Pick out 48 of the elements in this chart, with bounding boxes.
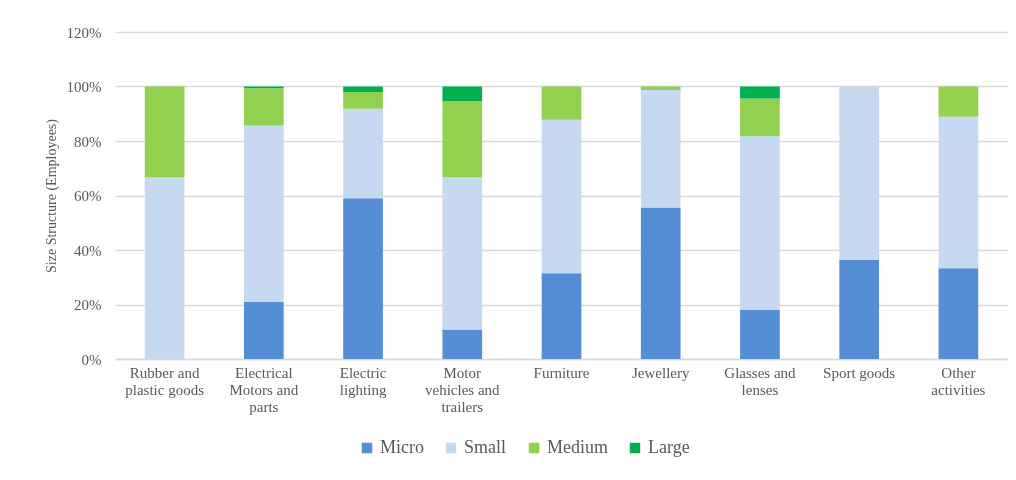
y-tick-label: 120%	[66, 24, 102, 41]
bar	[740, 309, 780, 359]
bar	[740, 136, 780, 310]
bar	[740, 86, 780, 99]
bar	[144, 177, 185, 359]
bar	[938, 86, 979, 117]
bar	[343, 91, 383, 109]
bar	[640, 90, 681, 208]
x-tick-label: Electric lighting	[339, 364, 387, 398]
bar	[343, 108, 383, 199]
bar	[442, 86, 483, 102]
y-tick-label: 0%	[81, 351, 102, 368]
legend-label: Micro	[380, 437, 424, 457]
legend-label: Small	[464, 437, 507, 457]
y-tick-label: 20%	[74, 297, 102, 313]
x-tick-label: Motor vehicles and trailers	[425, 364, 501, 415]
y-tick-label: 100%	[66, 79, 102, 95]
y-tick-label: 80%	[74, 133, 102, 150]
bar	[243, 88, 284, 126]
bar	[343, 86, 383, 92]
bar	[839, 259, 880, 359]
x-tick-label: Electrical Motors and parts	[229, 364, 299, 415]
bar	[541, 119, 582, 274]
y-tick-label: 40%	[74, 242, 102, 259]
bar	[442, 329, 483, 359]
y-tick-label: 60%	[74, 188, 102, 204]
legend-label: Medium	[547, 437, 608, 457]
y-axis-title: Size Structure (Employees)	[43, 118, 60, 273]
bar	[541, 86, 582, 120]
bar	[740, 98, 780, 137]
bar	[640, 207, 681, 359]
bar	[938, 116, 979, 269]
bar	[144, 86, 185, 178]
bar	[938, 268, 979, 359]
x-tick-label: Rubber and plastic goods	[125, 364, 205, 398]
bar	[442, 101, 483, 178]
x-tick-label: Other activities	[931, 364, 986, 398]
bar	[839, 86, 880, 260]
bar	[243, 301, 284, 359]
bar	[541, 273, 582, 359]
x-tick-label: Jewellery	[631, 364, 690, 381]
bar	[442, 177, 483, 330]
x-tick-label: Glasses and lenses	[724, 364, 797, 398]
x-tick-label: Sport goods	[823, 364, 896, 381]
bar	[343, 198, 383, 359]
legend-label: Large	[648, 437, 690, 457]
bar	[243, 125, 284, 302]
x-tick-label: Furniture	[533, 364, 590, 381]
